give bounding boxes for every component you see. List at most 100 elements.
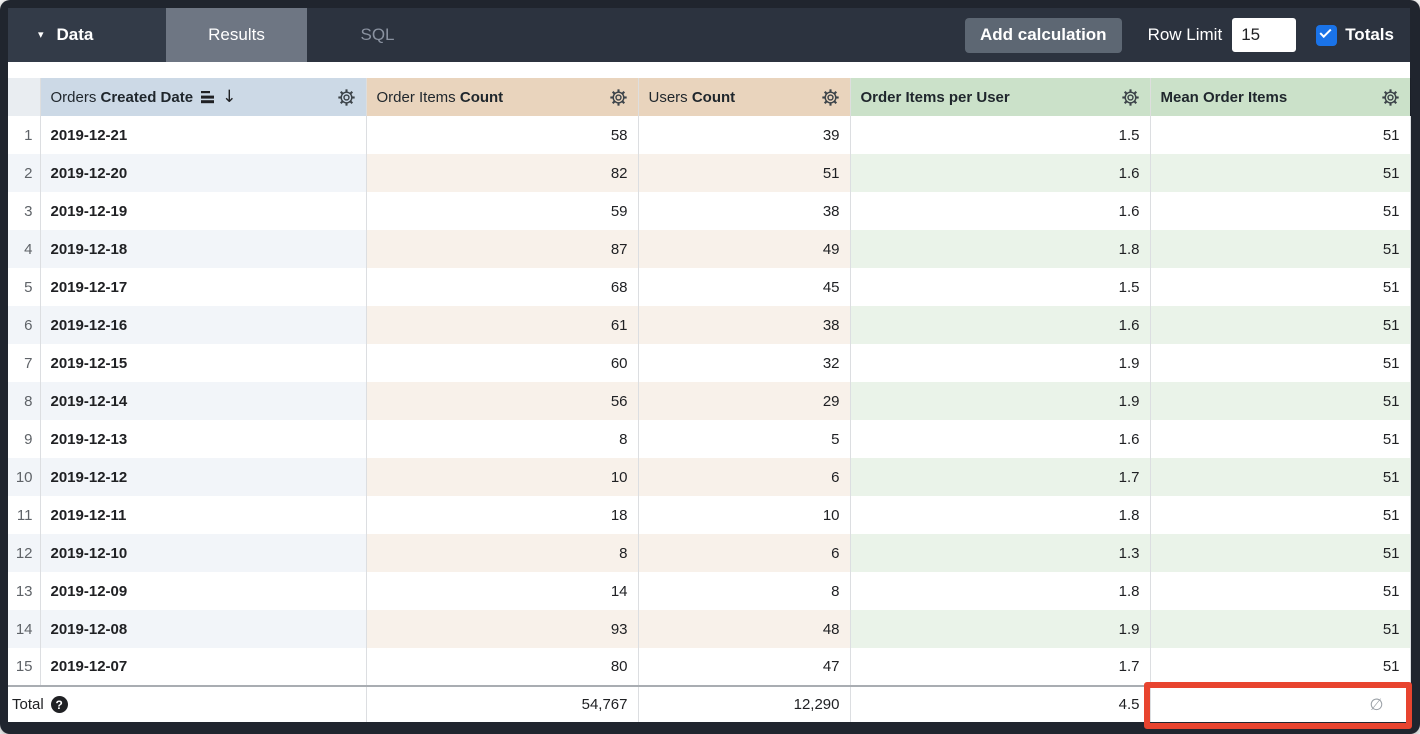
order-items-per-user-cell[interactable]: 1.9 [850, 610, 1151, 648]
order-items-count-cell[interactable]: 82 [366, 154, 639, 192]
order-items-count-cell[interactable]: 61 [366, 306, 639, 344]
users-count-cell[interactable]: 38 [638, 192, 851, 230]
gear-icon[interactable] [1121, 88, 1140, 107]
orders-created-date-cell[interactable]: 2019-12-18 [40, 230, 367, 268]
order-items-per-user-cell[interactable]: 1.6 [850, 306, 1151, 344]
order-items-count-cell[interactable]: 80 [366, 648, 639, 686]
users-count-cell[interactable]: 38 [638, 306, 851, 344]
table-row: 11 2019-12-11 18 10 1.8 51 [8, 496, 1411, 534]
totals-label: Totals [1345, 25, 1394, 44]
column-header-order-items-per-user[interactable]: Order Items per User [850, 78, 1151, 116]
order-items-count-cell[interactable]: 58 [366, 116, 639, 154]
help-icon[interactable]: ? [50, 696, 68, 713]
users-count-cell[interactable]: 29 [638, 382, 851, 420]
orders-created-date-cell[interactable]: 2019-12-10 [40, 534, 367, 572]
mean-order-items-cell[interactable]: 51 [1150, 610, 1411, 648]
order-items-count-cell[interactable]: 68 [366, 268, 639, 306]
orders-created-date-cell[interactable]: 2019-12-11 [40, 496, 367, 534]
order-items-count-cell[interactable]: 93 [366, 610, 639, 648]
orders-created-date-cell[interactable]: 2019-12-08 [40, 610, 367, 648]
order-items-per-user-cell[interactable]: 1.3 [850, 534, 1151, 572]
orders-created-date-cell[interactable]: 2019-12-20 [40, 154, 367, 192]
order-items-count-cell[interactable]: 87 [366, 230, 639, 268]
users-count-cell[interactable]: 47 [638, 648, 851, 686]
column-header-orders-created-date[interactable]: Orders Created Date ↓ [40, 78, 367, 116]
mean-order-items-cell[interactable]: 51 [1150, 116, 1411, 154]
order-items-per-user-cell[interactable]: 1.5 [850, 268, 1151, 306]
gear-icon[interactable] [1381, 88, 1400, 107]
users-count-cell[interactable]: 5 [638, 420, 851, 458]
users-count-cell[interactable]: 8 [638, 572, 851, 610]
table-row: 4 2019-12-18 87 49 1.8 51 [8, 230, 1411, 268]
orders-created-date-cell[interactable]: 2019-12-21 [40, 116, 367, 154]
orders-created-date-cell[interactable]: 2019-12-12 [40, 458, 367, 496]
row-limit-input[interactable] [1232, 18, 1297, 52]
mean-order-items-cell[interactable]: 51 [1150, 458, 1411, 496]
orders-created-date-cell[interactable]: 2019-12-15 [40, 344, 367, 382]
data-section-toggle[interactable]: ▾ Data [8, 8, 166, 62]
gear-icon[interactable] [821, 88, 840, 107]
mean-order-items-cell[interactable]: 51 [1150, 572, 1411, 610]
order-items-count-cell[interactable]: 59 [366, 192, 639, 230]
totals-checkbox[interactable] [1316, 24, 1338, 46]
users-count-cell[interactable]: 6 [638, 458, 851, 496]
users-count-cell[interactable]: 45 [638, 268, 851, 306]
order-items-per-user-cell[interactable]: 1.5 [850, 116, 1151, 154]
order-items-count-cell[interactable]: 60 [366, 344, 639, 382]
mean-order-items-cell[interactable]: 51 [1150, 382, 1411, 420]
order-items-per-user-cell[interactable]: 1.8 [850, 572, 1151, 610]
users-count-cell[interactable]: 39 [638, 116, 851, 154]
column-header-mean-order-items[interactable]: Mean Order Items [1150, 78, 1411, 116]
users-count-cell[interactable]: 51 [638, 154, 851, 192]
orders-created-date-cell[interactable]: 2019-12-09 [40, 572, 367, 610]
mean-order-items-cell[interactable]: 51 [1150, 230, 1411, 268]
order-items-count-cell[interactable]: 56 [366, 382, 639, 420]
orders-created-date-cell[interactable]: 2019-12-17 [40, 268, 367, 306]
column-header-order-items-count[interactable]: Order Items Count [366, 78, 639, 116]
order-items-per-user-cell[interactable]: 1.7 [850, 648, 1151, 686]
users-count-cell[interactable]: 32 [638, 344, 851, 382]
mean-order-items-cell[interactable]: 51 [1150, 268, 1411, 306]
orders-created-date-cell[interactable]: 2019-12-16 [40, 306, 367, 344]
order-items-count-cell[interactable]: 10 [366, 458, 639, 496]
order-items-per-user-cell[interactable]: 1.6 [850, 154, 1151, 192]
order-items-count-cell[interactable]: 18 [366, 496, 639, 534]
column-header-users-count[interactable]: Users Count [638, 78, 851, 116]
order-items-per-user-cell[interactable]: 1.6 [850, 420, 1151, 458]
gear-icon[interactable] [337, 88, 356, 107]
row-number-cell: 10 [8, 458, 41, 496]
users-count-cell[interactable]: 48 [638, 610, 851, 648]
order-items-count-cell[interactable]: 8 [366, 534, 639, 572]
gear-icon[interactable] [609, 88, 628, 107]
users-count-cell[interactable]: 6 [638, 534, 851, 572]
orders-created-date-cell[interactable]: 2019-12-07 [40, 648, 367, 686]
mean-order-items-cell[interactable]: 51 [1150, 534, 1411, 572]
mean-order-items-cell[interactable]: 51 [1150, 648, 1411, 686]
orders-created-date-cell[interactable]: 2019-12-14 [40, 382, 367, 420]
tab-sql[interactable]: SQL [360, 25, 395, 44]
mean-order-items-cell[interactable]: 51 [1150, 306, 1411, 344]
order-items-per-user-cell[interactable]: 1.6 [850, 192, 1151, 230]
order-items-per-user-cell[interactable]: 1.9 [850, 382, 1151, 420]
orders-created-date-cell[interactable]: 2019-12-19 [40, 192, 367, 230]
tab-results[interactable]: Results [166, 8, 307, 62]
add-calculation-button[interactable]: Add calculation [964, 17, 1122, 53]
row-number-cell: 2 [8, 154, 41, 192]
orders-created-date-cell[interactable]: 2019-12-13 [40, 420, 367, 458]
order-items-per-user-cell[interactable]: 1.8 [850, 496, 1151, 534]
mean-order-items-cell[interactable]: 51 [1150, 192, 1411, 230]
users-count-cell[interactable]: 49 [638, 230, 851, 268]
table-row: 5 2019-12-17 68 45 1.5 51 [8, 268, 1411, 306]
order-items-per-user-cell[interactable]: 1.8 [850, 230, 1151, 268]
mean-order-items-cell[interactable]: 51 [1150, 420, 1411, 458]
order-items-count-cell[interactable]: 14 [366, 572, 639, 610]
order-items-per-user-cell[interactable]: 1.9 [850, 344, 1151, 382]
sort-descending-icon[interactable]: ↓ [222, 87, 237, 107]
users-count-cell[interactable]: 10 [638, 496, 851, 534]
mean-order-items-cell[interactable]: 51 [1150, 154, 1411, 192]
row-number-cell: 5 [8, 268, 41, 306]
mean-order-items-cell[interactable]: 51 [1150, 344, 1411, 382]
order-items-count-cell[interactable]: 8 [366, 420, 639, 458]
order-items-per-user-cell[interactable]: 1.7 [850, 458, 1151, 496]
mean-order-items-cell[interactable]: 51 [1150, 496, 1411, 534]
